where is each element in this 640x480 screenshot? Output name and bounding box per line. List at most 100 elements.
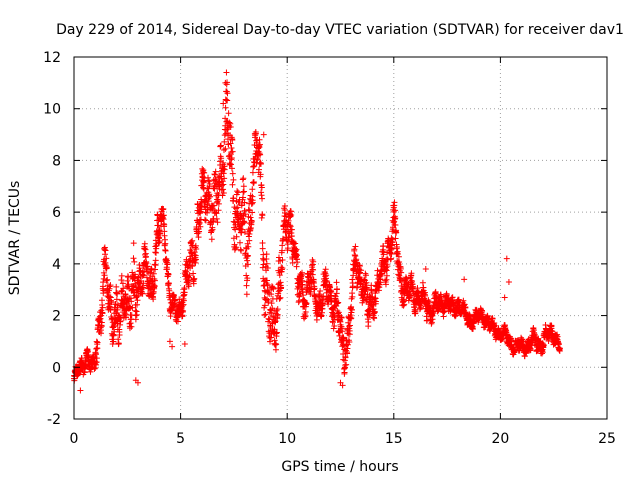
data-point bbox=[298, 278, 305, 285]
data-point bbox=[365, 318, 372, 325]
data-point bbox=[166, 338, 173, 345]
data-point bbox=[393, 229, 400, 236]
data-point bbox=[285, 217, 292, 224]
data-point bbox=[244, 275, 251, 282]
data-point bbox=[220, 146, 227, 153]
data-point bbox=[288, 226, 295, 233]
data-point bbox=[204, 209, 211, 216]
data-point bbox=[281, 203, 288, 210]
data-point bbox=[257, 171, 264, 178]
data-point bbox=[155, 222, 162, 229]
data-point bbox=[241, 229, 248, 236]
data-point bbox=[162, 247, 169, 254]
data-point bbox=[348, 306, 355, 313]
data-point bbox=[252, 130, 259, 137]
data-point bbox=[278, 284, 285, 291]
data-point bbox=[279, 265, 286, 272]
data-point bbox=[410, 283, 417, 290]
data-point bbox=[350, 272, 357, 279]
data-point bbox=[286, 222, 293, 229]
data-point bbox=[240, 194, 247, 201]
data-point bbox=[215, 207, 222, 214]
data-point bbox=[110, 324, 117, 331]
data-point bbox=[134, 297, 141, 304]
data-point bbox=[348, 303, 355, 310]
data-point bbox=[455, 296, 462, 303]
data-point bbox=[152, 249, 159, 256]
data-point bbox=[257, 151, 264, 158]
data-point bbox=[151, 277, 158, 284]
data-point bbox=[342, 354, 349, 361]
data-point bbox=[236, 239, 243, 246]
data-point bbox=[233, 244, 240, 251]
data-point bbox=[205, 177, 212, 184]
data-point bbox=[246, 237, 253, 244]
data-point bbox=[389, 239, 396, 246]
data-point bbox=[293, 246, 300, 253]
data-point bbox=[221, 138, 228, 145]
data-point bbox=[213, 215, 220, 222]
data-point bbox=[190, 270, 197, 277]
data-point bbox=[396, 259, 403, 266]
data-point bbox=[248, 200, 255, 207]
data-point bbox=[422, 266, 429, 273]
data-point bbox=[241, 219, 248, 226]
data-point bbox=[226, 160, 233, 167]
data-point bbox=[76, 368, 83, 375]
data-point bbox=[293, 263, 300, 270]
data-point bbox=[150, 296, 157, 303]
data-point bbox=[223, 118, 230, 125]
data-point bbox=[230, 235, 237, 242]
data-point bbox=[220, 190, 227, 197]
data-point bbox=[179, 302, 186, 309]
x-axis-label: GPS time / hours bbox=[281, 459, 398, 475]
data-point bbox=[263, 260, 270, 267]
data-point bbox=[351, 246, 358, 253]
data-point bbox=[317, 287, 324, 294]
data-point bbox=[556, 345, 563, 352]
data-point bbox=[303, 300, 310, 307]
data-point bbox=[238, 229, 245, 236]
data-point bbox=[208, 228, 215, 235]
data-point bbox=[143, 274, 150, 281]
data-point bbox=[103, 255, 110, 262]
data-point bbox=[240, 175, 247, 182]
data-point bbox=[424, 317, 431, 324]
data-point bbox=[196, 228, 203, 235]
data-point bbox=[181, 341, 188, 348]
data-point bbox=[130, 255, 137, 262]
data-point bbox=[261, 302, 268, 309]
data-point bbox=[151, 261, 158, 268]
data-point bbox=[242, 211, 249, 218]
grid-lines bbox=[74, 57, 607, 419]
data-point bbox=[346, 331, 353, 338]
data-point bbox=[222, 79, 229, 86]
plot-frame bbox=[73, 56, 608, 420]
data-point bbox=[469, 325, 476, 332]
data-point bbox=[243, 291, 250, 298]
data-point bbox=[352, 243, 359, 250]
data-point bbox=[160, 212, 167, 219]
data-point bbox=[122, 314, 129, 321]
data-point bbox=[346, 339, 353, 346]
data-point bbox=[267, 338, 274, 345]
data-point bbox=[260, 257, 267, 264]
data-point bbox=[345, 330, 352, 337]
data-point bbox=[78, 355, 85, 362]
data-point bbox=[261, 311, 268, 318]
data-point bbox=[276, 295, 283, 302]
data-point bbox=[106, 283, 113, 290]
data-point bbox=[256, 136, 263, 143]
data-point bbox=[122, 291, 129, 298]
data-point bbox=[368, 282, 375, 289]
data-point bbox=[503, 255, 510, 262]
data-point bbox=[202, 217, 209, 224]
data-point bbox=[393, 244, 400, 250]
data-point bbox=[245, 206, 252, 213]
data-point bbox=[392, 222, 399, 229]
data-point bbox=[230, 176, 237, 183]
data-point bbox=[258, 184, 265, 191]
data-point bbox=[270, 285, 277, 292]
y-axis-label: SDTVAR / TECUs bbox=[7, 181, 23, 296]
data-point bbox=[100, 287, 107, 294]
